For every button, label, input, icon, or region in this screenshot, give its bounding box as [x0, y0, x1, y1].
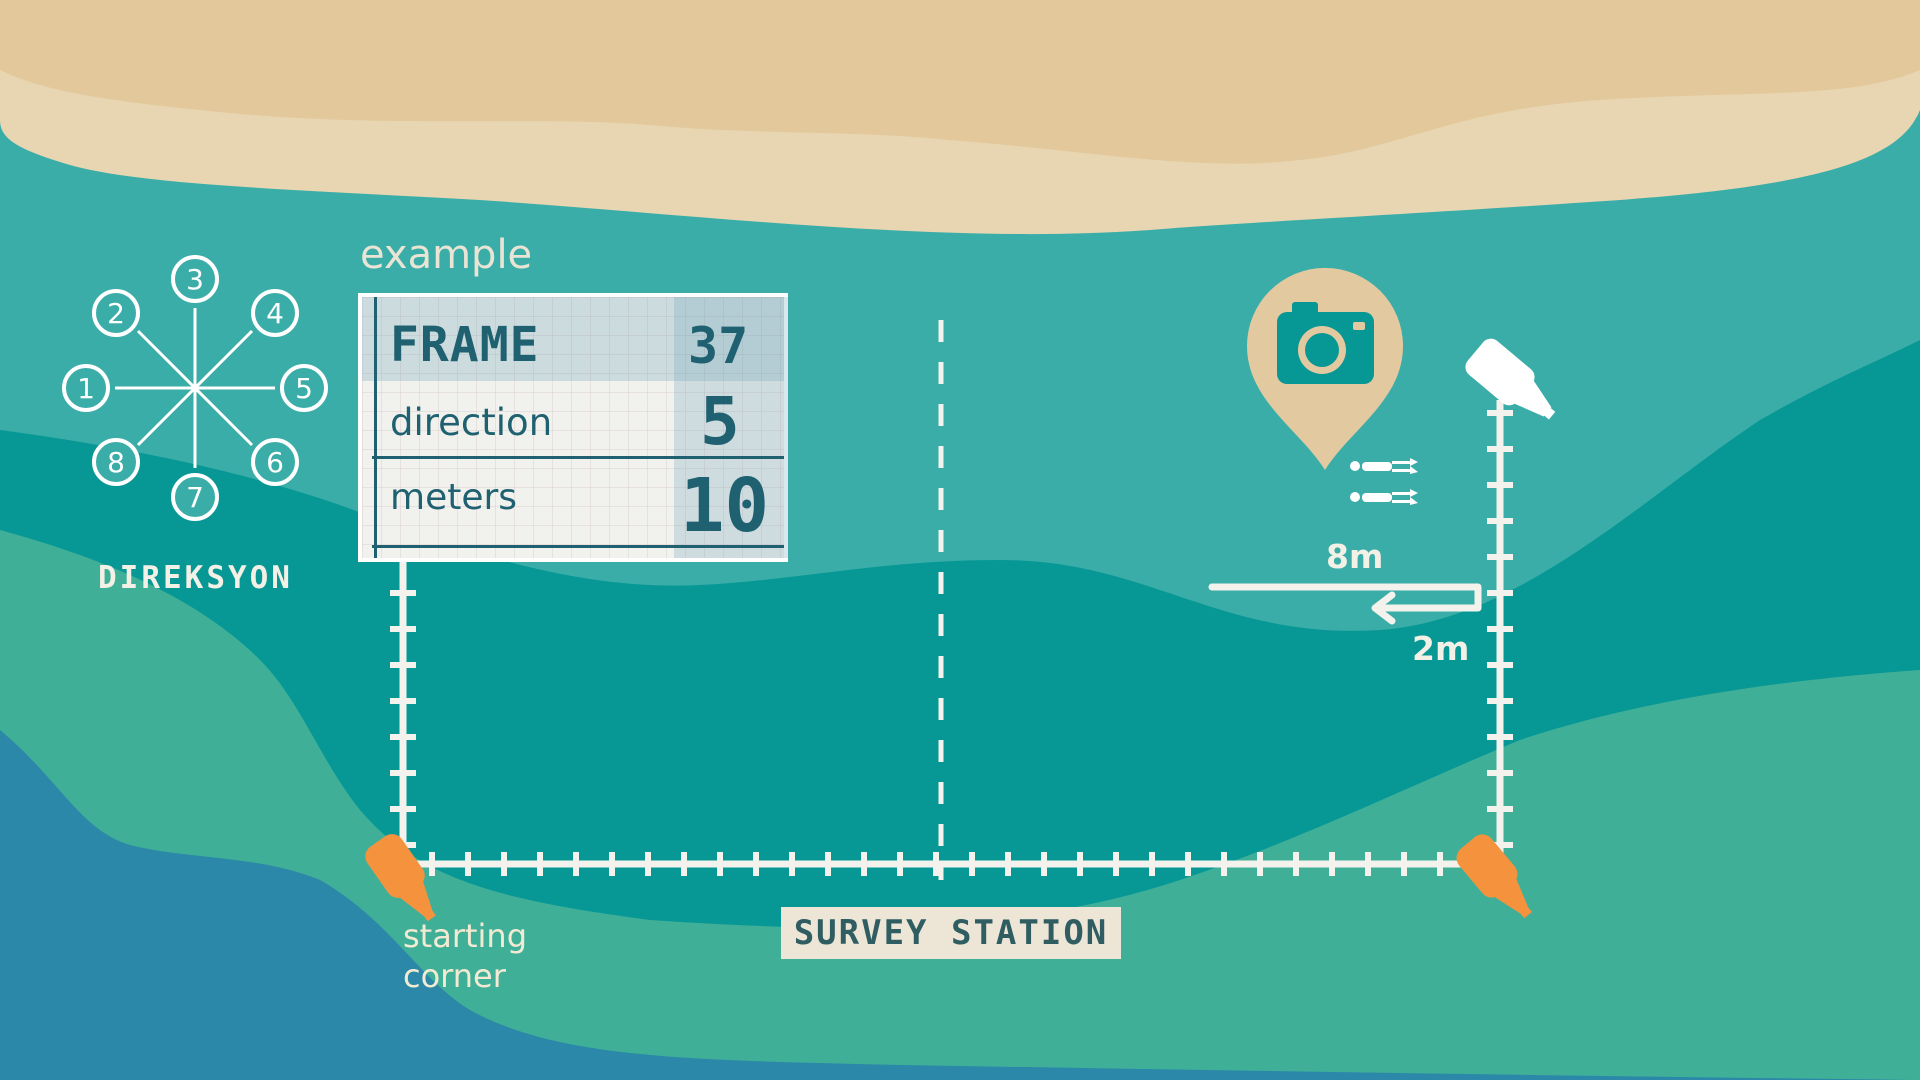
- direction-node-4: 4: [251, 289, 299, 337]
- starting-corner-line2: corner: [403, 957, 506, 995]
- compass-title: DIREKSYON: [98, 560, 293, 596]
- distance-short-label: 2m: [1412, 629, 1470, 668]
- board-value-column: [674, 297, 788, 558]
- compass-nodes: 1 2 3 4 5 6 7 8: [62, 255, 328, 521]
- direction-number: 4: [266, 297, 284, 330]
- direction-node-3: 3: [171, 255, 219, 303]
- starting-corner-line1: starting: [403, 917, 528, 955]
- orange-buoy-icon: [365, 834, 436, 922]
- location-pin-icon: [1246, 267, 1403, 470]
- direction-number: 6: [266, 446, 284, 479]
- frame-value: 37: [688, 317, 749, 375]
- direction-label: direction: [390, 401, 553, 444]
- deep-water: [0, 730, 1920, 1080]
- direction-number: 1: [77, 372, 95, 405]
- starting-corner-label: starting corner: [403, 916, 527, 996]
- meters-label: meters: [390, 477, 518, 518]
- transect-ropes: [390, 400, 1513, 876]
- direction-number: 2: [107, 297, 125, 330]
- board-row-divider: [372, 456, 784, 459]
- diver-icon: [1350, 458, 1418, 474]
- direction-number: 8: [107, 446, 125, 479]
- diver-icon: [1350, 489, 1418, 505]
- meters-value: 10: [680, 463, 770, 549]
- distance-long-label: 8m: [1326, 537, 1384, 576]
- survey-station-sign: SURVEY STATION: [781, 907, 1121, 959]
- board-margin-line: [374, 297, 377, 558]
- direction-node-7: 7: [171, 473, 219, 521]
- direction-node-5: 5: [280, 364, 328, 412]
- sand-dark: [0, 0, 1920, 164]
- direction-node-6: 6: [251, 438, 299, 486]
- direction-value: 5: [700, 383, 740, 460]
- orange-buoy-icon: [1456, 834, 1532, 919]
- example-board: FRAME 37 direction 5 meters 10: [358, 293, 788, 562]
- direction-node-8: 8: [92, 438, 140, 486]
- direction-node-2: 2: [92, 289, 140, 337]
- camera-icon: [1277, 302, 1374, 384]
- white-buoy-icon: [1465, 338, 1556, 420]
- direction-number: 7: [186, 481, 204, 514]
- direction-number: 5: [295, 372, 313, 405]
- compass-rose: [115, 308, 275, 468]
- board-row-divider: [372, 545, 784, 548]
- example-label: example: [360, 232, 533, 278]
- board-header-band: [362, 297, 784, 381]
- direction-number: 3: [186, 263, 204, 296]
- direction-node-1: 1: [62, 364, 110, 412]
- frame-label: FRAME: [390, 317, 540, 373]
- swim-path-arrow: [1208, 583, 1482, 625]
- reef-flat: [0, 530, 1920, 1080]
